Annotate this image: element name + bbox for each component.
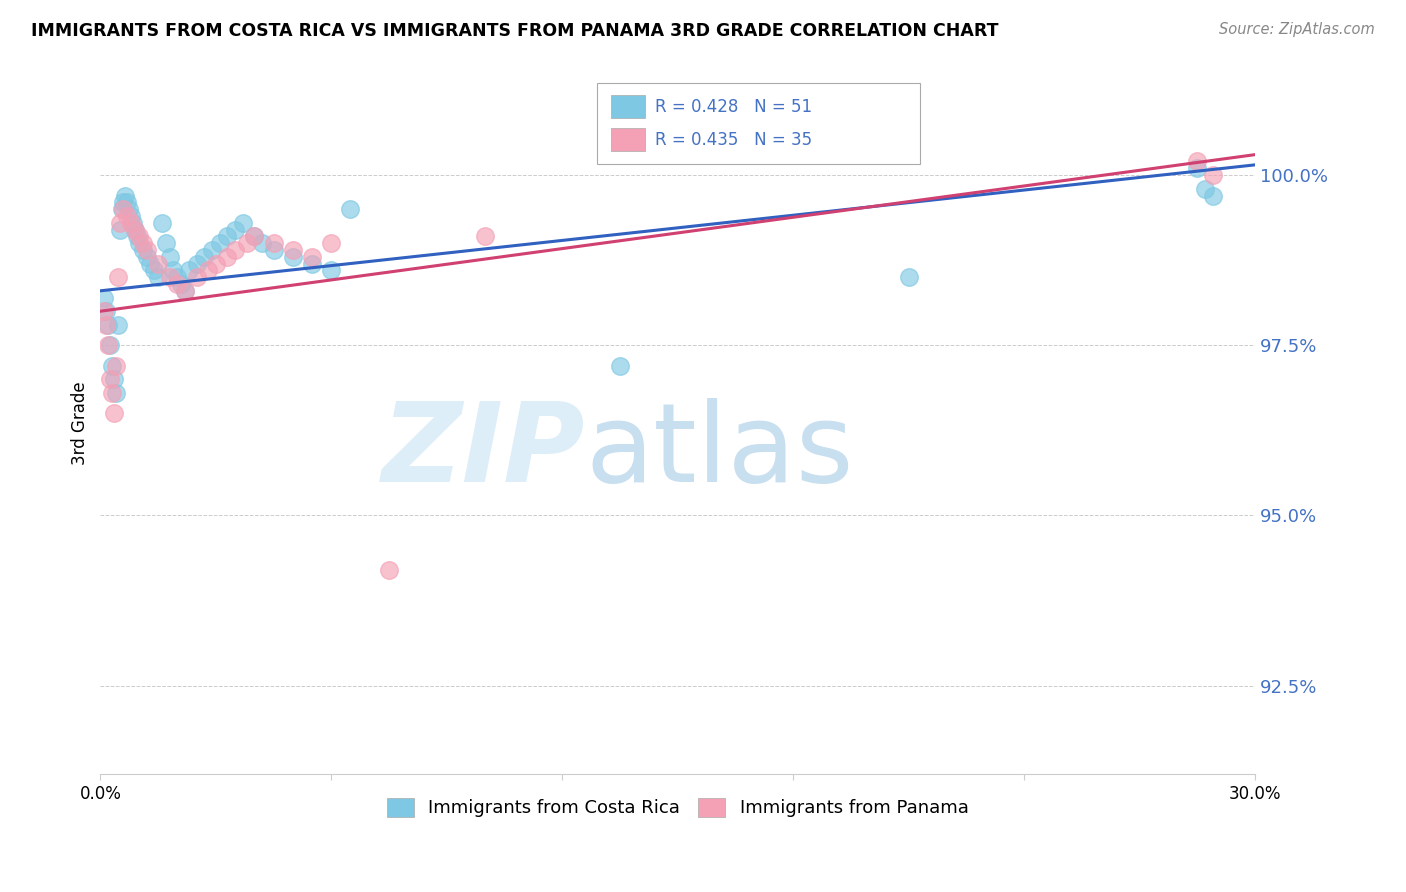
Point <box>1201 168 1223 182</box>
Point <box>108 216 131 230</box>
Point <box>146 270 169 285</box>
Text: ZIP: ZIP <box>382 398 585 505</box>
Point <box>217 229 239 244</box>
Point <box>104 385 127 400</box>
Point <box>159 250 181 264</box>
Point <box>128 229 150 244</box>
Point <box>101 359 124 373</box>
Point <box>131 236 153 251</box>
Point <box>114 188 136 202</box>
Point <box>897 270 920 285</box>
Point <box>217 250 239 264</box>
Point <box>101 385 124 400</box>
Point <box>170 277 193 291</box>
Text: R = 0.435   N = 35: R = 0.435 N = 35 <box>655 130 811 149</box>
Point <box>321 236 343 251</box>
Text: Source: ZipAtlas.com: Source: ZipAtlas.com <box>1219 22 1375 37</box>
Point <box>139 256 162 270</box>
Point <box>250 236 273 251</box>
Point <box>609 359 631 373</box>
Point <box>243 229 266 244</box>
Point <box>1194 182 1216 196</box>
Point <box>301 256 323 270</box>
Point <box>97 338 120 352</box>
Point <box>104 359 127 373</box>
Point <box>103 406 125 420</box>
Point <box>107 318 129 332</box>
Point <box>301 250 323 264</box>
Point <box>103 372 125 386</box>
Point <box>177 263 200 277</box>
Point <box>166 270 188 285</box>
Point <box>98 372 121 386</box>
Point <box>117 195 139 210</box>
Point <box>94 304 117 318</box>
Point <box>235 236 257 251</box>
Text: atlas: atlas <box>585 398 853 505</box>
Point <box>201 243 224 257</box>
Point <box>263 236 285 251</box>
Point <box>474 229 496 244</box>
Point <box>174 284 197 298</box>
Point <box>93 291 115 305</box>
Text: IMMIGRANTS FROM COSTA RICA VS IMMIGRANTS FROM PANAMA 3RD GRADE CORRELATION CHART: IMMIGRANTS FROM COSTA RICA VS IMMIGRANTS… <box>31 22 998 40</box>
Point <box>124 222 146 236</box>
Point <box>1185 161 1208 176</box>
Point <box>232 216 254 230</box>
FancyBboxPatch shape <box>610 128 645 151</box>
Point <box>143 263 166 277</box>
Point <box>125 229 148 244</box>
Point <box>166 277 188 291</box>
Point <box>224 222 246 236</box>
Point <box>1185 154 1208 169</box>
Point <box>117 209 139 223</box>
Point <box>193 250 215 264</box>
Point <box>118 202 141 216</box>
Point <box>146 256 169 270</box>
Point <box>124 222 146 236</box>
Point <box>281 243 304 257</box>
Point <box>204 256 226 270</box>
Point <box>263 243 285 257</box>
Point <box>197 263 219 277</box>
Point <box>208 236 231 251</box>
Point <box>321 263 343 277</box>
Point <box>150 216 173 230</box>
Point <box>122 216 145 230</box>
Point <box>110 202 132 216</box>
Point <box>94 318 117 332</box>
Point <box>186 256 208 270</box>
Point <box>243 229 266 244</box>
Point <box>128 236 150 251</box>
Text: R = 0.428   N = 51: R = 0.428 N = 51 <box>655 97 811 116</box>
Point <box>339 202 361 216</box>
FancyBboxPatch shape <box>610 95 645 118</box>
Point <box>131 243 153 257</box>
Point <box>107 270 129 285</box>
Point <box>281 250 304 264</box>
Legend: Immigrants from Costa Rica, Immigrants from Panama: Immigrants from Costa Rica, Immigrants f… <box>380 791 976 825</box>
Y-axis label: 3rd Grade: 3rd Grade <box>72 382 89 466</box>
Point <box>120 209 142 223</box>
Point <box>174 284 197 298</box>
Point <box>378 563 401 577</box>
Point <box>186 270 208 285</box>
Point <box>112 195 135 210</box>
Point <box>162 263 184 277</box>
Point <box>112 202 135 216</box>
Point <box>97 318 120 332</box>
Point <box>224 243 246 257</box>
Point <box>159 270 181 285</box>
Point <box>155 236 177 251</box>
Point <box>120 216 142 230</box>
Point <box>1201 188 1223 202</box>
Point <box>98 338 121 352</box>
Point <box>93 304 115 318</box>
Point <box>108 222 131 236</box>
FancyBboxPatch shape <box>596 84 920 164</box>
Point <box>135 243 157 257</box>
Point <box>135 250 157 264</box>
